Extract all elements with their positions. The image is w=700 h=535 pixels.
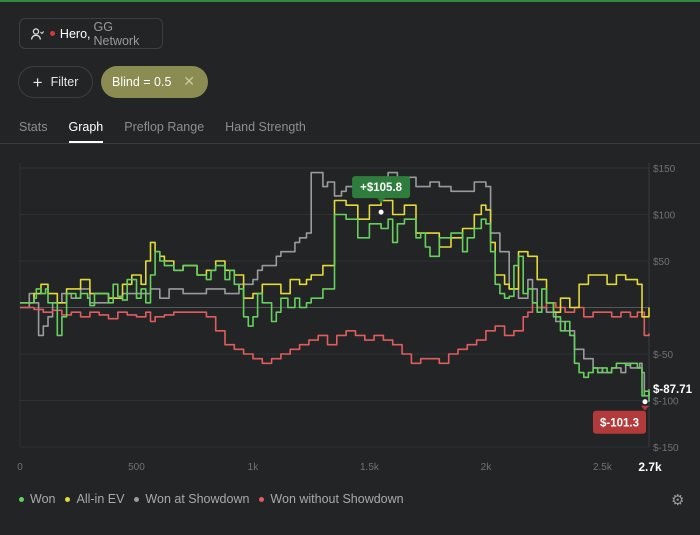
gear-icon[interactable]: ⚙ bbox=[671, 492, 685, 509]
tab-stats[interactable]: Stats bbox=[19, 120, 48, 134]
filter-button[interactable]: + Filter bbox=[18, 66, 93, 98]
x-tick-label: 500 bbox=[128, 462, 145, 473]
series-line-won bbox=[20, 213, 650, 402]
legend-swatch bbox=[134, 496, 140, 502]
player-selector[interactable]: Hero, GG Network bbox=[19, 18, 163, 49]
profit-graph[interactable]: $150 $100 $50 $-50 $-100 $-150 0 500 1k 1.5k 2k 2.5… bbox=[0, 150, 700, 480]
legend-item-all-in-ev[interactable]: All-in EV bbox=[65, 492, 124, 506]
legend-item-won[interactable]: Won bbox=[19, 492, 55, 506]
tab-hand-strength[interactable]: Hand Strength bbox=[225, 120, 306, 134]
network-status-dot bbox=[49, 31, 55, 36]
x-tick-label: 2.5k bbox=[593, 462, 613, 473]
legend-label: Won bbox=[30, 492, 56, 506]
peak-label-text: +$105.8 bbox=[360, 182, 402, 194]
x-tick-label: 1.5k bbox=[360, 462, 380, 473]
legend-swatch bbox=[259, 496, 265, 502]
x-max-label: 2.7k bbox=[638, 460, 662, 474]
filter-label: Filter bbox=[50, 75, 79, 89]
legend-label: Won at Showdown bbox=[145, 492, 250, 506]
end-label-won: $-101.3 bbox=[600, 418, 639, 430]
tab-preflop-range[interactable]: Preflop Range bbox=[124, 120, 205, 134]
close-icon[interactable]: ✕ bbox=[183, 73, 195, 89]
y-tick-label: $50 bbox=[653, 257, 670, 268]
tab-graph[interactable]: Graph bbox=[68, 120, 104, 143]
plus-icon: + bbox=[32, 72, 43, 92]
legend-item-won-at-showdown[interactable]: Won at Showdown bbox=[134, 492, 249, 506]
end-label-box bbox=[593, 410, 646, 434]
tab-bar: Stats Graph Preflop Range Hand Strength bbox=[19, 120, 327, 143]
chart-legend: Won All-in EV Won at Showdown Won withou… bbox=[19, 492, 414, 506]
legend-item-won-without-showdown[interactable]: Won without Showdown bbox=[259, 492, 404, 506]
peak-label-box bbox=[352, 176, 411, 199]
x-tick-label: 0 bbox=[17, 462, 23, 473]
legend-label: All-in EV bbox=[76, 492, 125, 506]
player-name: Hero bbox=[59, 26, 88, 41]
y-tick-label: $-150 bbox=[653, 443, 679, 454]
top-accent-line bbox=[0, 0, 700, 2]
y-tick-label: $100 bbox=[653, 211, 676, 222]
end-marker-won bbox=[642, 399, 648, 405]
x-tick-label: 2k bbox=[481, 462, 493, 473]
y-tick-label: $-50 bbox=[653, 350, 673, 361]
peak-marker bbox=[378, 209, 384, 215]
tab-divider bbox=[0, 143, 700, 144]
legend-label: Won without Showdown bbox=[270, 492, 404, 506]
series-line-won-without-showdown bbox=[20, 302, 650, 365]
end-label-pointer bbox=[641, 405, 649, 411]
end-label-showdown: $-87.71 bbox=[653, 384, 693, 396]
x-tick-label: 1k bbox=[248, 462, 260, 473]
active-filter-chip[interactable]: Blind = 0.5 ✕ bbox=[101, 66, 208, 98]
peak-label-pointer bbox=[377, 198, 386, 204]
player-network: GG Network bbox=[93, 19, 140, 48]
legend-swatch bbox=[19, 496, 24, 502]
user-icon bbox=[30, 27, 44, 40]
y-tick-label: $150 bbox=[653, 164, 676, 175]
legend-swatch bbox=[65, 496, 71, 502]
y-tick-label: $-100 bbox=[653, 397, 679, 408]
active-filter-label: Blind = 0.5 bbox=[112, 75, 172, 89]
